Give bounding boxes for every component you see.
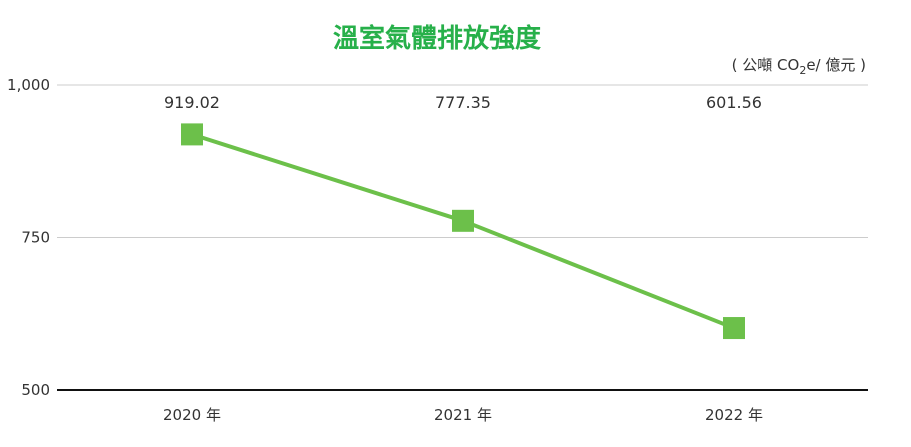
unit-label-after: e/ 億元 ) [806,56,866,74]
data-label-1: 777.35 [435,93,491,112]
data-point-1 [452,209,474,232]
data-point-0 [181,123,203,146]
data-point-2 [723,317,745,340]
chart-title: 溫室氣體排放強度 [333,23,541,54]
unit-label-before: ( 公噸 CO [732,56,800,74]
y-tick-label-0: 1,000 [7,76,50,94]
data-label-0: 919.02 [164,93,220,112]
data-markers [181,123,745,340]
x-tick-label-0: 2020 年 [163,406,221,424]
x-axis-tick-labels: 2020 年 2021 年 2022 年 [163,406,763,424]
y-tick-label-2: 500 [21,381,50,399]
x-tick-label-1: 2021 年 [434,406,492,424]
data-label-2: 601.56 [706,93,762,112]
unit-label-sub: 2 [799,64,806,77]
data-labels: 919.02 777.35 601.56 [164,93,762,112]
y-axis-tick-labels: 1,000 750 500 [7,76,50,399]
grid-lines [57,84,868,391]
x-tick-label-2: 2022 年 [705,406,763,424]
unit-label: ( 公噸 CO2e/ 億元 ) [732,56,866,77]
y-tick-label-1: 750 [21,229,50,247]
